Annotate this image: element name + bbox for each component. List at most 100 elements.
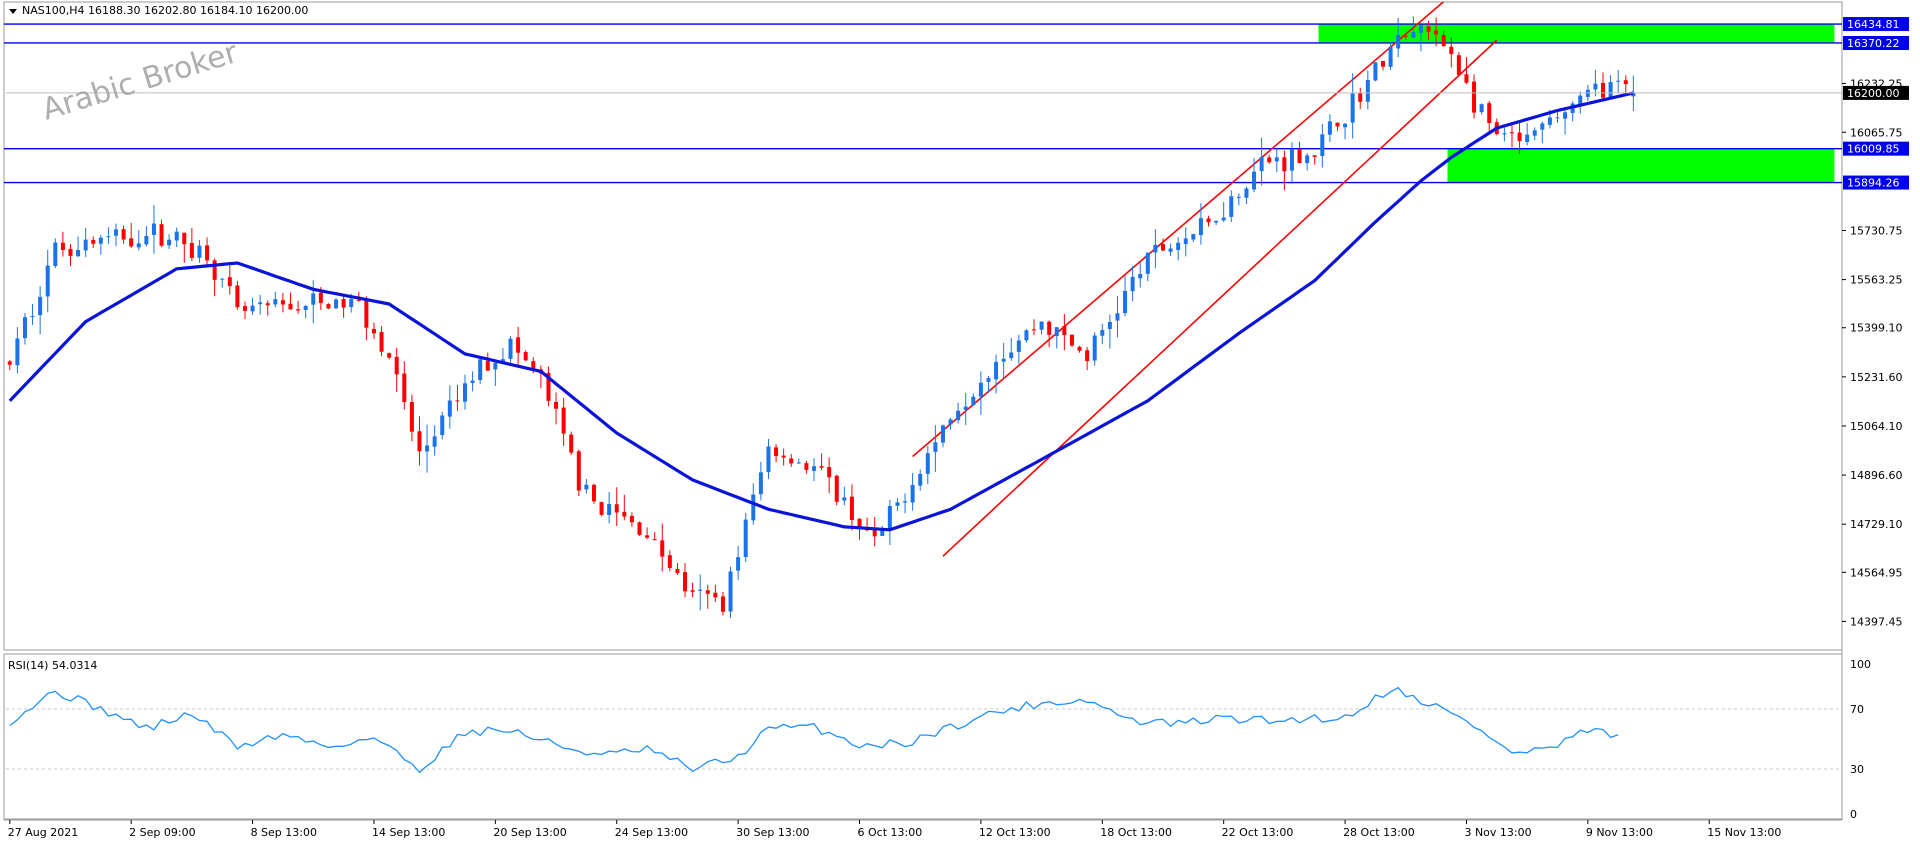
candle-body [956, 410, 961, 421]
candle-body [91, 239, 96, 244]
candle-body [720, 596, 725, 612]
time-tick-label: 30 Sep 13:00 [736, 826, 809, 839]
candle-body [1381, 61, 1385, 67]
candle-body [546, 372, 551, 401]
candle-body [30, 315, 35, 317]
candle-body [273, 299, 278, 305]
candle-body [1138, 273, 1143, 279]
candle-body [1358, 93, 1363, 102]
candle-body [1191, 234, 1196, 240]
candle-body [1032, 329, 1037, 331]
price-tick-label: 15231.60 [1850, 371, 1903, 384]
candle-body [303, 305, 308, 310]
candle-body [1449, 46, 1454, 55]
candle-body [1153, 244, 1158, 253]
candle-body [174, 231, 179, 241]
candle-body [948, 419, 953, 425]
price-tick-label: 15399.10 [1850, 322, 1903, 335]
candle-body [356, 299, 361, 301]
level-label: 15894.26 [1847, 177, 1900, 190]
candle-body [227, 277, 232, 287]
candle-body [1168, 248, 1173, 252]
candle-body [1024, 330, 1029, 341]
candle-body [265, 303, 270, 306]
candle-body [531, 361, 536, 370]
candle-body [554, 401, 559, 409]
candle-body [1198, 218, 1203, 236]
candle-body [903, 501, 908, 503]
candle-body [1100, 329, 1105, 336]
candle-body [1388, 47, 1393, 67]
candle-body [872, 528, 877, 537]
candle-body [804, 463, 809, 470]
candle-body [1502, 133, 1507, 135]
candle-body [1236, 196, 1241, 198]
time-tick-label: 14 Sep 13:00 [372, 826, 445, 839]
candle-body [1145, 252, 1150, 274]
candle-body [1183, 238, 1188, 245]
candle-body [1297, 148, 1302, 164]
candle-body [1085, 350, 1090, 362]
candle-body [318, 292, 323, 303]
candle-body [470, 380, 475, 384]
price-tick-label: 15730.75 [1850, 224, 1903, 237]
candle-body [1206, 218, 1211, 223]
candle-body [463, 383, 467, 402]
candle-body [698, 589, 703, 591]
candle-body [53, 242, 58, 267]
candle-body [235, 285, 240, 308]
candle-body [296, 309, 301, 311]
candle-body [1593, 83, 1598, 90]
candle-body [493, 362, 498, 370]
candle-body [1123, 290, 1128, 314]
candle-body [114, 229, 119, 236]
candle-body [1130, 276, 1135, 292]
candle-body [925, 453, 930, 474]
candle-body [1016, 340, 1021, 352]
candle-body [1267, 157, 1272, 163]
candle-body [22, 317, 27, 339]
trend-channel-line[interactable] [942, 39, 1498, 557]
candle-body [1047, 321, 1052, 335]
candle-body [182, 232, 187, 245]
candle-body [220, 278, 225, 280]
candle-body [978, 382, 983, 397]
level-label-box [1843, 141, 1909, 156]
candle-body [417, 431, 422, 452]
time-tick-label: 12 Oct 13:00 [979, 826, 1051, 839]
candle-body [1532, 130, 1537, 136]
candle-body [1092, 335, 1097, 361]
rsi-tick-label: 30 [1850, 763, 1864, 776]
symbol-menu-arrow-icon[interactable] [9, 9, 17, 14]
time-tick-label: 24 Sep 13:00 [615, 826, 688, 839]
candle-body [167, 239, 172, 246]
levels-layer: 16434.81 16370.22 16009.85 15894.26 [4, 17, 1909, 190]
candle-body [599, 502, 604, 515]
time-tick-label: 8 Sep 13:00 [251, 826, 317, 839]
trend-channel-line[interactable] [912, 1, 1444, 458]
candle-body [1009, 352, 1014, 359]
candle-body [1327, 121, 1332, 135]
candle-body [440, 415, 445, 436]
candle-body [1525, 134, 1530, 142]
candle-body [963, 406, 968, 410]
candle-body [508, 338, 513, 359]
candle-body [857, 518, 862, 528]
candle-body [796, 462, 801, 464]
candle-body [842, 497, 847, 501]
candle-body [1426, 26, 1431, 32]
candle-body [1160, 244, 1165, 251]
candle-body [485, 360, 490, 371]
candle-body [364, 300, 369, 328]
candle-body [516, 337, 521, 353]
candle-body [159, 224, 164, 246]
candle-body [1540, 123, 1545, 130]
candle-body [1623, 80, 1628, 85]
candle-body [83, 239, 88, 251]
candle-body [758, 472, 763, 495]
candle-body [15, 338, 20, 366]
candle-body [1259, 157, 1264, 172]
candle-body [1252, 171, 1257, 190]
